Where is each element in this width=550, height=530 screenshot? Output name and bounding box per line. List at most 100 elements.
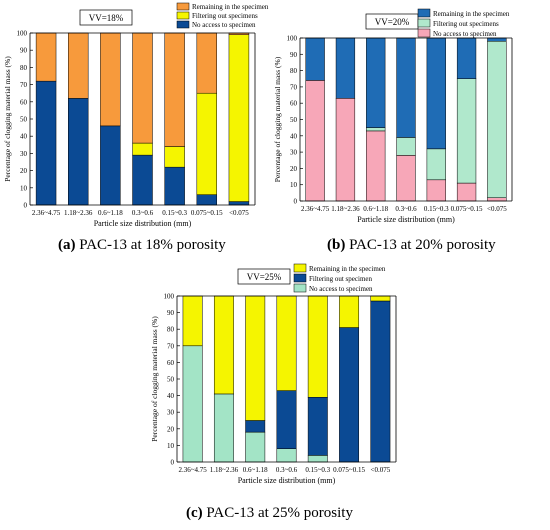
bar-segment-a-2-2 xyxy=(100,32,121,127)
legend-label: Remaining in the specimen xyxy=(309,265,386,273)
y-tick-label: 60 xyxy=(167,359,175,367)
legend-swatch xyxy=(176,20,190,29)
y-tick-label: 70 xyxy=(167,342,175,350)
bar-segment-b-3-0 xyxy=(396,155,416,202)
annotation-text: VV=20% xyxy=(375,17,410,27)
y-tick-label: 60 xyxy=(20,98,28,106)
x-tick-label: 0.15~0.3 xyxy=(162,209,187,217)
y-tick-label: 30 xyxy=(290,149,298,157)
legend-label: Remaining in the specimen xyxy=(192,3,269,11)
bar-segment-b-6-0 xyxy=(487,197,507,202)
bar-segment-b-1-2 xyxy=(335,37,356,99)
bar-segment-c-4-2 xyxy=(307,295,328,398)
bar-segment-a-1-0 xyxy=(68,98,89,206)
x-tick-label: 0.3~0.6 xyxy=(395,205,417,213)
bar-segment-b-3-1 xyxy=(396,137,416,156)
caption-b-text: PAC-13 at 20% porosity xyxy=(345,237,496,253)
bar-segment-b-6-2 xyxy=(487,37,507,42)
bar-segment-a-3-0 xyxy=(132,154,153,206)
y-tick-label: 50 xyxy=(167,376,175,384)
x-tick-label: 1.18~2.36 xyxy=(210,466,239,474)
bar-segment-b-5-2 xyxy=(456,37,477,79)
caption-c-text: PAC-13 at 25% porosity xyxy=(202,505,353,521)
legend-swatch xyxy=(176,11,190,20)
bar-segment-a-4-0 xyxy=(164,166,185,206)
x-axis-title: Particle size distribution (mm) xyxy=(357,215,455,224)
y-tick-label: 80 xyxy=(20,64,28,72)
bar-segment-a-1-2 xyxy=(68,32,89,99)
x-tick-label: 0.075~0.15 xyxy=(451,205,483,213)
y-tick-label: 30 xyxy=(167,409,175,417)
bar-segment-a-6-0 xyxy=(228,201,250,206)
y-tick-label: 0 xyxy=(24,202,28,210)
y-tick-label: 10 xyxy=(290,181,298,189)
bar-segment-c-2-1 xyxy=(245,420,266,433)
y-tick-label: 100 xyxy=(164,293,175,301)
bar-segment-a-0-0 xyxy=(35,80,57,206)
legend-label: No access to specimen xyxy=(192,21,256,29)
bar-segment-c-3-0 xyxy=(276,448,297,463)
bar-segment-c-3-2 xyxy=(276,295,297,391)
bar-segment-c-5-2 xyxy=(339,295,360,328)
caption-c-tag: (c) xyxy=(186,505,203,521)
x-tick-label: 2.36~4.75 xyxy=(32,209,61,217)
bar-segment-c-2-2 xyxy=(245,295,266,421)
legend-swatch xyxy=(293,263,307,273)
bar-segment-b-2-1 xyxy=(366,127,386,132)
bar-segment-b-1-0 xyxy=(335,98,356,202)
bar-segment-c-3-1 xyxy=(276,390,297,449)
y-tick-label: 70 xyxy=(20,81,28,89)
y-axis-title: Percentage of clogging material mass (%) xyxy=(150,316,159,442)
y-tick-label: 20 xyxy=(20,167,28,175)
bar-segment-b-4-2 xyxy=(426,37,446,150)
bar-segment-a-5-2 xyxy=(196,32,218,94)
y-axis-title: Percentage of clogging material mass (%) xyxy=(3,56,12,182)
x-axis-title: Particle size distribution (mm) xyxy=(238,476,336,485)
x-tick-label: <0.075 xyxy=(371,466,391,474)
y-tick-label: 0 xyxy=(171,459,175,467)
caption-b-tag: (b) xyxy=(327,237,346,253)
x-tick-label: 0.3~0.6 xyxy=(132,209,154,217)
y-tick-label: 20 xyxy=(167,425,175,433)
bar-segment-c-4-1 xyxy=(307,397,328,456)
y-tick-label: 80 xyxy=(167,326,175,334)
x-tick-label: 2.36~4.75 xyxy=(178,466,207,474)
bar-segment-b-0-0 xyxy=(305,80,325,202)
x-tick-label: 0.075~0.15 xyxy=(333,466,365,474)
x-tick-label: 0.15~0.3 xyxy=(424,205,449,213)
legend-label: Filtering out specimens xyxy=(433,20,499,28)
y-axis-title: Percentage of clogging material mass (%) xyxy=(273,56,282,182)
y-tick-label: 100 xyxy=(17,30,28,38)
bar-segment-b-5-1 xyxy=(456,78,477,184)
y-tick-label: 40 xyxy=(290,132,298,140)
bar-segment-b-2-0 xyxy=(366,130,386,202)
legend-label: No access to specimen xyxy=(309,285,373,293)
x-tick-label: 0.075~0.15 xyxy=(191,209,223,217)
bar-segment-c-6-1 xyxy=(370,300,391,463)
annotation-text: VV=25% xyxy=(247,272,282,282)
annotation-box xyxy=(237,268,291,285)
caption-a-tag: (a) xyxy=(58,237,76,253)
y-tick-label: 40 xyxy=(20,133,28,141)
bar-segment-c-1-2 xyxy=(213,295,234,395)
legend-swatch xyxy=(417,8,431,18)
y-tick-label: 90 xyxy=(290,51,298,59)
y-tick-label: 50 xyxy=(290,116,298,124)
bar-segment-b-6-1 xyxy=(487,41,507,198)
bar-segment-a-4-1 xyxy=(164,146,185,168)
bar-segment-a-0-2 xyxy=(35,32,57,82)
legend-label: Filtering out specimen xyxy=(309,275,372,283)
bar-segment-c-2-0 xyxy=(245,431,266,463)
bar-segment-b-4-1 xyxy=(426,148,446,181)
bar-segment-c-4-0 xyxy=(307,455,328,463)
caption-a: (a) PAC-13 at 18% porosity xyxy=(58,237,226,254)
bar-segment-c-1-0 xyxy=(213,393,234,463)
x-tick-label: 0.15~0.3 xyxy=(305,466,330,474)
legend-swatch xyxy=(293,283,307,293)
bar-segment-a-4-2 xyxy=(164,32,185,147)
x-tick-label: <0.075 xyxy=(229,209,249,217)
bar-segment-c-5-1 xyxy=(339,327,360,463)
bar-segment-b-4-0 xyxy=(426,179,446,202)
y-tick-label: 90 xyxy=(167,309,175,317)
legend-label: No access to specimen xyxy=(433,30,497,38)
